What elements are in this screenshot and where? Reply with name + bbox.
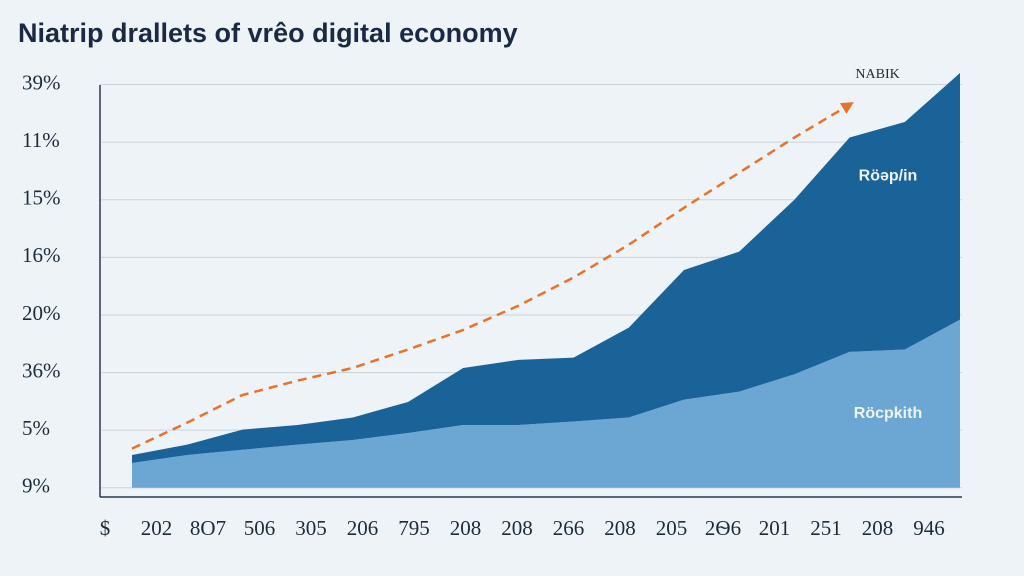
- x-tick-label: 266: [553, 516, 585, 540]
- y-tick-label: 5%: [22, 416, 50, 440]
- x-tick-label: 206: [347, 516, 379, 540]
- x-tick-label: 305: [295, 516, 327, 540]
- trend-line: [131, 102, 854, 450]
- x-tick-label: 8О7: [190, 516, 226, 540]
- series-label: Röcpkith: [854, 405, 922, 422]
- x-tick-label: 205: [656, 516, 688, 540]
- x-tick-label: $: [100, 516, 111, 540]
- plot-area: [131, 73, 960, 488]
- y-tick-label: 9%: [22, 474, 50, 498]
- chart-title: Niatrip drallets of vrêo digital economy: [18, 18, 518, 48]
- series-label: Röəp/in: [859, 168, 918, 185]
- area: [132, 319, 960, 488]
- area: [132, 73, 960, 464]
- x-tick-label: 208: [450, 516, 482, 540]
- x-tick-label: 2Ѳ6: [705, 516, 741, 540]
- x-tick-label: 202: [141, 516, 173, 540]
- y-tick-label: 36%: [22, 358, 61, 382]
- y-tick-label: 20%: [22, 301, 61, 325]
- x-tick-label: 208: [501, 516, 533, 540]
- y-tick-label: 11%: [22, 128, 60, 152]
- x-tick-label: 506: [244, 516, 276, 540]
- x-tick-label: 251: [810, 516, 842, 540]
- series-label: NABIK: [855, 67, 899, 82]
- x-tick-label: 201: [759, 516, 791, 540]
- y-tick-label: 39%: [22, 70, 61, 94]
- y-tick-label: 15%: [22, 186, 61, 210]
- y-tick-label: 16%: [22, 243, 61, 267]
- x-tick-label: 795: [398, 516, 430, 540]
- x-tick-label: 946: [913, 516, 945, 540]
- x-tick-label: 208: [862, 516, 894, 540]
- x-tick-label: 208: [604, 516, 636, 540]
